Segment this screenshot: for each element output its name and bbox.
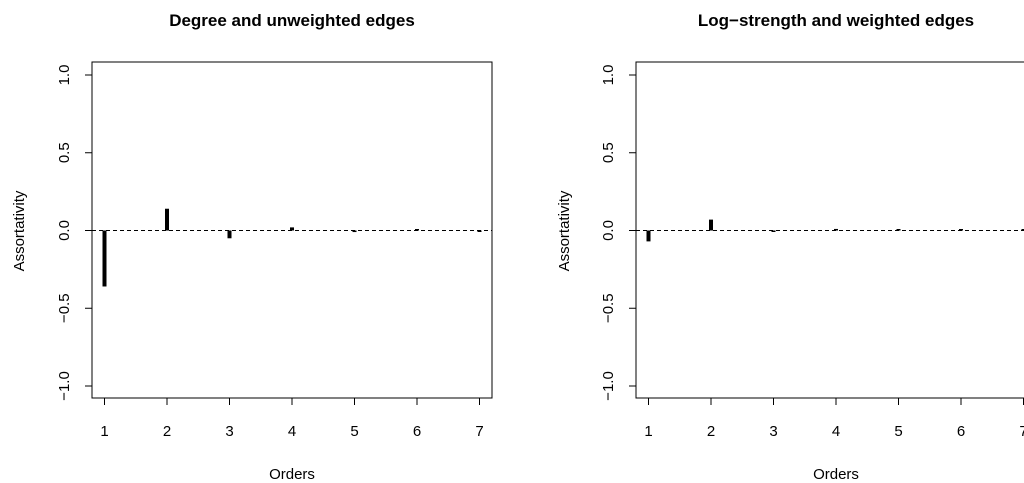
y-tick-label: −1.0	[600, 371, 617, 401]
y-axis-label: Assortativity	[11, 190, 28, 271]
x-axis-label: Orders	[813, 466, 859, 483]
y-tick-label: 1.0	[56, 65, 73, 86]
bar-order-6	[959, 229, 963, 231]
y-tick-label: 0.0	[600, 220, 617, 241]
bar-order-6	[415, 229, 419, 231]
chart-title: Degree and unweighted edges	[169, 11, 415, 30]
y-tick-label: −0.5	[56, 293, 73, 323]
x-tick-label: 5	[894, 423, 902, 440]
bar-order-1	[102, 230, 107, 287]
x-tick-label: 4	[288, 423, 296, 440]
bar-order-5	[896, 229, 901, 231]
x-tick-label: 1	[644, 423, 652, 440]
x-tick-label: 3	[769, 423, 777, 440]
chart-title: Log−strength and weighted edges	[698, 11, 974, 30]
bar-order-4	[834, 228, 838, 231]
bar-order-4	[290, 227, 294, 231]
x-tick-label: 6	[957, 423, 965, 440]
bar-order-3	[771, 230, 776, 232]
y-tick-label: 0.5	[56, 142, 73, 163]
x-tick-label: 7	[1019, 423, 1024, 440]
bar-order-7	[477, 230, 482, 232]
bar-order-1	[646, 230, 651, 242]
x-tick-label: 5	[350, 423, 358, 440]
x-tick-label: 6	[413, 423, 421, 440]
x-tick-label: 3	[225, 423, 233, 440]
y-axis-label: Assortativity	[556, 190, 573, 271]
y-tick-label: 0.0	[56, 220, 73, 241]
chart-panel-left: Degree and unweighted edges Orders Assor…	[11, 11, 493, 483]
x-tick-label: 1	[100, 423, 108, 440]
bar-order-3	[227, 230, 232, 239]
chart-panel-right: Log−strength and weighted edges Orders A…	[556, 11, 1024, 483]
x-tick-label: 2	[707, 423, 715, 440]
x-tick-label: 2	[163, 423, 171, 440]
y-tick-label: −0.5	[600, 293, 617, 323]
bar-order-2	[165, 208, 169, 231]
bar-order-7	[1021, 229, 1024, 231]
x-tick-label: 7	[475, 423, 483, 440]
y-tick-label: 1.0	[600, 65, 617, 86]
y-tick-label: 0.5	[600, 142, 617, 163]
y-tick-label: −1.0	[56, 371, 73, 401]
bar-order-2	[709, 219, 713, 231]
bar-order-5	[352, 230, 357, 233]
x-tick-label: 4	[832, 423, 840, 440]
x-axis-label: Orders	[269, 466, 315, 483]
